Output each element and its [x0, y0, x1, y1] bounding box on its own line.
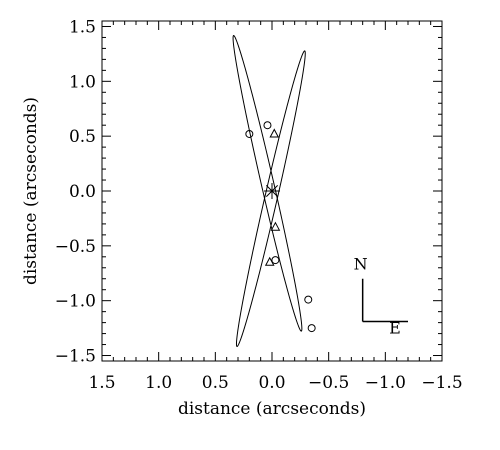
x-tick-label: 0.5: [202, 373, 229, 393]
center-star-ray: [265, 184, 279, 198]
orbit-ellipse: [235, 50, 306, 347]
center-star: [264, 183, 280, 199]
y-tick-label: 0.5: [69, 127, 96, 147]
triangle-point: [270, 221, 281, 231]
y-tick-label: 1.5: [69, 17, 96, 37]
axis-ticks: [101, 21, 443, 361]
x-tick-label: −1.5: [421, 373, 462, 393]
x-axis-title: distance (arcseconds): [178, 399, 366, 419]
circle-point: [307, 324, 316, 333]
x-tick-label: 0.0: [258, 373, 285, 393]
y-tick-label: −0.5: [55, 237, 96, 257]
orbit-curves: [232, 35, 306, 347]
x-tick-label: 1.0: [145, 373, 172, 393]
data-points: [245, 121, 316, 333]
x-tick-label: −0.5: [308, 373, 349, 393]
orbit-ellipse: [232, 35, 303, 332]
y-tick-label: −1.5: [55, 347, 96, 367]
circle-point: [245, 129, 254, 138]
x-tick-label: −1.0: [365, 373, 406, 393]
axis-tick-labels: 1.5 1.0 0.5 0.0 −0.5 −1.0 −1.5 1.5 1.0 0.5 0.0 −0.5…: [55, 17, 463, 393]
compass: NE: [354, 255, 408, 338]
triangle-point: [269, 128, 280, 138]
compass-east-label: E: [389, 319, 401, 338]
compass-north-label: N: [354, 255, 368, 274]
triangle-point: [264, 256, 275, 266]
circle-point: [304, 295, 313, 304]
circle-point: [271, 256, 280, 265]
circle-point: [263, 121, 272, 130]
y-tick-label: 1.0: [69, 72, 96, 92]
y-tick-label: −1.0: [55, 292, 96, 312]
y-axis-title: distance (arcseconds): [21, 97, 41, 285]
x-tick-label: 1.5: [88, 373, 115, 393]
y-tick-label: 0.0: [69, 182, 96, 202]
